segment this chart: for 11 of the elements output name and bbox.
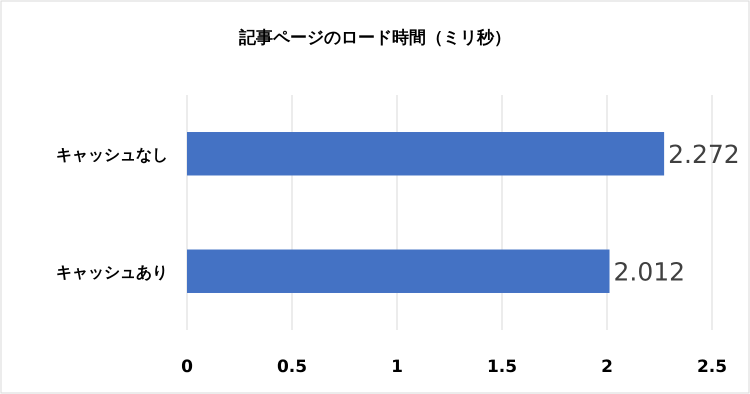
title: 記事ページのロード時間（ミリ秒） <box>239 28 511 48</box>
x-tick-label: 2 <box>601 357 613 377</box>
x-tick-label: 1 <box>391 357 403 377</box>
x-tick-label: 0.5 <box>276 357 308 377</box>
data-label: 2.012 <box>614 257 686 286</box>
x-tick-label: 1.5 <box>486 357 518 377</box>
y-tick-label: キャッシュあり <box>56 262 168 282</box>
x-tick-label: 0 <box>181 357 194 377</box>
data-label: 2.272 <box>668 140 740 169</box>
y-tick-label: キャッシュなし <box>56 144 168 164</box>
x-tick-label: 2.5 <box>696 357 728 377</box>
